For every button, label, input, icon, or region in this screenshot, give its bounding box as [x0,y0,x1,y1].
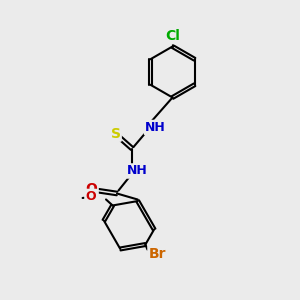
Text: Br: Br [148,247,166,261]
Text: NH: NH [145,121,166,134]
Text: O: O [85,182,98,196]
Text: O: O [85,190,96,203]
Text: Cl: Cl [165,29,180,43]
Text: NH: NH [127,164,148,178]
Text: S: S [110,127,121,140]
